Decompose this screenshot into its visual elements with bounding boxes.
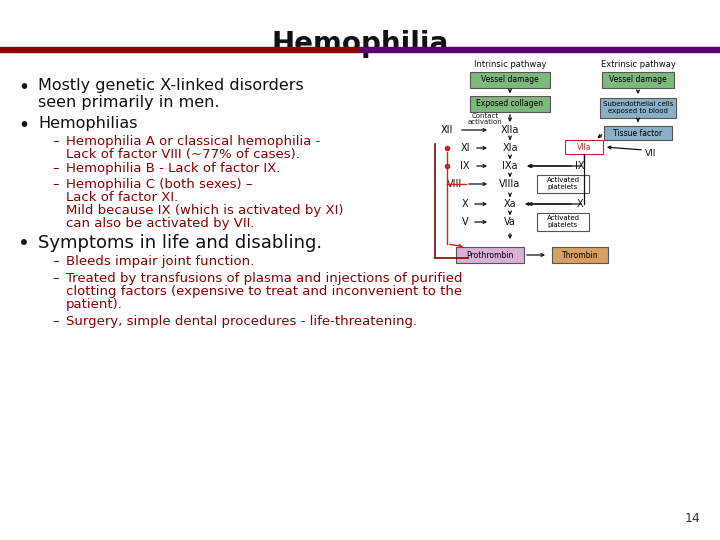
Text: –: –	[52, 135, 58, 148]
FancyBboxPatch shape	[565, 140, 603, 154]
Text: Hemophilia A or classical hemophilia -: Hemophilia A or classical hemophilia -	[66, 135, 320, 148]
Text: Thrombin: Thrombin	[562, 251, 598, 260]
Text: clotting factors (expensive to treat and inconvenient to the: clotting factors (expensive to treat and…	[66, 285, 462, 298]
Text: Extrinsic pathway: Extrinsic pathway	[600, 60, 675, 69]
Text: Va: Va	[504, 217, 516, 227]
Bar	[0, 47, 360, 52]
Text: Hemophilia: Hemophilia	[271, 30, 449, 58]
Text: XII: XII	[441, 125, 453, 135]
Text: –: –	[52, 162, 58, 175]
Text: Vessel damage: Vessel damage	[481, 76, 539, 84]
FancyBboxPatch shape	[602, 72, 674, 88]
Text: VII: VII	[645, 148, 657, 158]
Text: Hemophilias: Hemophilias	[38, 116, 138, 131]
Text: IXa: IXa	[503, 161, 518, 171]
Text: VIIIa: VIIIa	[500, 179, 521, 189]
FancyBboxPatch shape	[470, 96, 550, 112]
Text: Intrinsic pathway: Intrinsic pathway	[474, 60, 546, 69]
Text: •: •	[18, 116, 29, 135]
Text: Hemophilia C (both sexes) –: Hemophilia C (both sexes) –	[66, 178, 253, 191]
Text: XI: XI	[460, 143, 469, 153]
Text: Mild because IX (which is activated by XI): Mild because IX (which is activated by X…	[66, 204, 343, 217]
Text: Mostly genetic X-linked disorders: Mostly genetic X-linked disorders	[38, 78, 304, 93]
FancyBboxPatch shape	[537, 213, 589, 231]
Text: V: V	[462, 217, 468, 227]
Text: Surgery, simple dental procedures - life-threatening.: Surgery, simple dental procedures - life…	[66, 315, 417, 328]
Text: Activated
platelets: Activated platelets	[546, 178, 580, 191]
FancyBboxPatch shape	[470, 72, 550, 88]
Text: X: X	[462, 199, 468, 209]
Text: XIa: XIa	[503, 143, 518, 153]
Text: VIII: VIII	[447, 179, 463, 189]
Text: –: –	[52, 255, 58, 268]
Text: IX: IX	[460, 161, 469, 171]
Text: 14: 14	[684, 512, 700, 525]
Text: Subendothelial cells
exposed to blood: Subendothelial cells exposed to blood	[603, 102, 673, 114]
Text: Symptoms in life and disabling.: Symptoms in life and disabling.	[38, 234, 322, 252]
Text: –: –	[52, 272, 58, 285]
Text: Prothrombin: Prothrombin	[467, 251, 513, 260]
Text: patient).: patient).	[66, 298, 123, 311]
Text: XIIa: XIIa	[501, 125, 519, 135]
Text: Contact
activation: Contact activation	[467, 112, 503, 125]
Text: Lack of factor XI.: Lack of factor XI.	[66, 191, 179, 204]
Text: Activated
platelets: Activated platelets	[546, 215, 580, 228]
Text: Bleeds impair joint function.: Bleeds impair joint function.	[66, 255, 254, 268]
Text: Exposed collagen: Exposed collagen	[477, 99, 544, 109]
Text: Hemophilia B - Lack of factor IX.: Hemophilia B - Lack of factor IX.	[66, 162, 280, 175]
Text: –: –	[52, 178, 58, 191]
FancyBboxPatch shape	[604, 126, 672, 140]
Text: •: •	[18, 78, 29, 97]
Text: –: –	[52, 315, 58, 328]
FancyBboxPatch shape	[537, 175, 589, 193]
Bar	[360, 47, 720, 52]
Text: can also be activated by VII.: can also be activated by VII.	[66, 217, 254, 230]
FancyBboxPatch shape	[600, 98, 676, 118]
Text: Tissue factor: Tissue factor	[613, 129, 662, 138]
Text: Lack of factor VIII (~77% of cases).: Lack of factor VIII (~77% of cases).	[66, 148, 300, 161]
FancyBboxPatch shape	[552, 247, 608, 263]
Text: IX: IX	[575, 161, 585, 171]
Text: •: •	[18, 234, 30, 253]
Text: VIIa: VIIa	[577, 143, 591, 152]
Text: seen primarily in men.: seen primarily in men.	[38, 95, 220, 110]
Text: Xa: Xa	[504, 199, 516, 209]
Text: Vessel damage: Vessel damage	[609, 76, 667, 84]
FancyBboxPatch shape	[456, 247, 524, 263]
Text: Treated by transfusions of plasma and injections of purified: Treated by transfusions of plasma and in…	[66, 272, 462, 285]
Text: X: X	[577, 199, 583, 209]
